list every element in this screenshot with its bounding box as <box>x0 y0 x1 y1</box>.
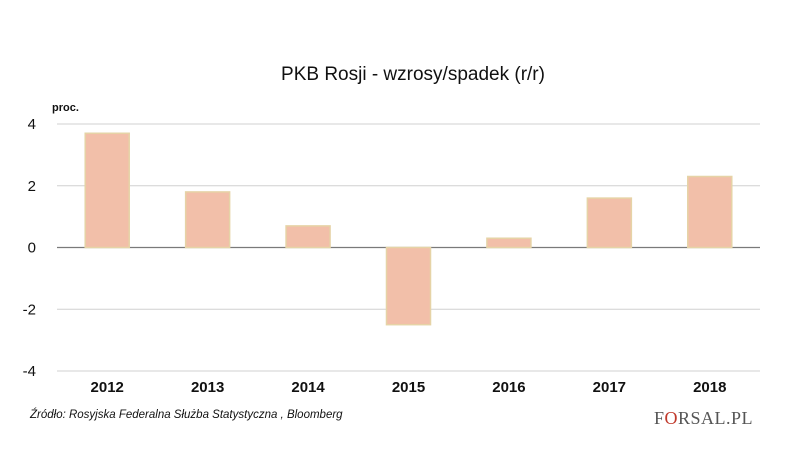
y-tick-label: -4 <box>23 363 36 380</box>
y-tick-label: 4 <box>28 116 36 133</box>
bar-2012 <box>84 132 130 249</box>
x-tick-label: 2015 <box>392 379 425 396</box>
x-tick-label: 2014 <box>291 379 325 396</box>
bars <box>84 132 733 326</box>
chart-title: PKB Rosji - wzrosy/spadek (r/r) <box>281 64 545 85</box>
source-note: Źródło: Rosyjska Federalna Służba Statys… <box>30 409 343 421</box>
x-tick-label: 2017 <box>593 379 626 396</box>
x-axis-ticks: 2012 2013 2014 2015 2016 2017 2018 <box>91 379 727 396</box>
x-tick-label: 2013 <box>191 379 224 396</box>
bar-2016 <box>486 237 532 249</box>
y-tick-label: 0 <box>28 240 36 257</box>
y-tick-label: -2 <box>23 301 36 318</box>
bar-2014 <box>285 225 331 249</box>
x-tick-label: 2012 <box>91 379 124 396</box>
y-tick-label: 2 <box>28 178 36 195</box>
bar-2017 <box>586 197 633 249</box>
y-axis-unit-label: proc. <box>52 102 79 114</box>
bar-2018 <box>687 175 733 249</box>
bar-2013 <box>184 191 231 249</box>
x-tick-label: 2016 <box>492 379 525 396</box>
y-axis-ticks: 4 2 0 -2 -4 <box>23 116 36 380</box>
x-tick-label: 2018 <box>693 379 726 396</box>
bar-2015 <box>385 246 432 326</box>
brand-logo: FORSAL.PL <box>653 408 753 428</box>
